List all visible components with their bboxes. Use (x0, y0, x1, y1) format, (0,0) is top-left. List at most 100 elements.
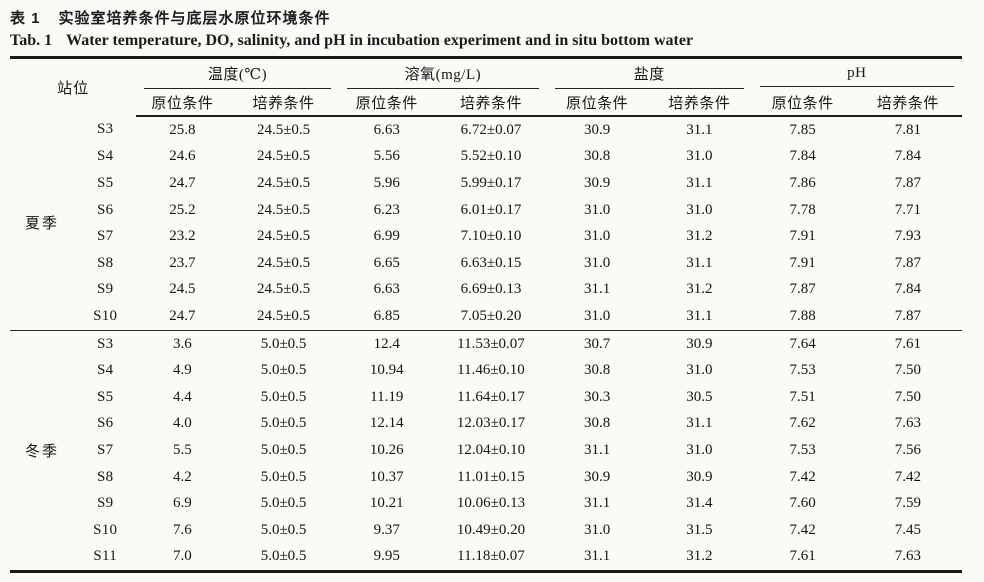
column-group-temperature-label: 温度(℃) (144, 60, 331, 89)
value-cell: 5.52±0.10 (460, 148, 522, 165)
table-row: 夏季 S3 25.8 24.5±0.5 6.63 6.72±0.07 30.9 31.1 7.8… (10, 116, 962, 232)
value-cell: 23.2 (169, 228, 196, 245)
value-cell: 30.8 (584, 415, 611, 432)
value-cell: 7.84 (894, 148, 921, 165)
value-cell: 30.9 (584, 468, 611, 485)
value-cell: 7.61 (853, 329, 962, 358)
subheader-ph-in-situ: 原位条件 (751, 89, 854, 117)
value-cell: 24.5±0.5 (256, 174, 311, 191)
value-cell: 31.2 (686, 281, 713, 298)
value-cell: 31.0 (686, 441, 713, 458)
value-cell: 31.1 (686, 415, 713, 432)
value-cell: 12.03±0.17 (456, 415, 526, 432)
value-cell: 24.5±0.5 (256, 254, 311, 271)
value-cell: 7.84 (789, 148, 816, 165)
value-cell: 30.9 (686, 468, 713, 485)
value-cell: 5.0±0.5 (260, 415, 307, 432)
value-cell: 24.5 (169, 281, 196, 298)
value-cell: 24.5±0.5 (256, 121, 311, 138)
column-group-salinity: 盐度 (547, 58, 751, 90)
value-cell: 7.56 (894, 441, 921, 458)
subheader-salinity-in-situ: 原位条件 (547, 89, 648, 117)
value-cell: 31.1 (686, 174, 713, 191)
value-cell: 9.37 (373, 521, 400, 538)
station-cell: S10 (93, 307, 118, 324)
station-cell: S6 (96, 201, 114, 218)
value-cell: 11.46±0.10 (457, 362, 525, 379)
station-cell: S4 (96, 148, 114, 165)
value-cell: 31.2 (686, 228, 713, 245)
value-cell: 7.87 (789, 281, 816, 298)
station-cell: S7 (96, 441, 114, 458)
value-cell: 7.81 (894, 121, 921, 138)
column-group-ph: pH (752, 58, 963, 90)
value-cell: 6.72±0.07 (460, 121, 522, 138)
value-cell: 5.0±0.5 (260, 548, 307, 565)
value-cell: 31.1 (584, 548, 611, 565)
value-cell: 12.04±0.10 (456, 441, 526, 458)
season-cell: 夏季 (25, 216, 60, 233)
value-cell: 30.8 (584, 362, 611, 379)
table-row: S4 24.6 24.5±0.5 5.56 5.52±0.10 30.8 31.0 7.84 7… (10, 144, 962, 171)
table-caption-en-title: Water temperature, DO, salinity, and pH … (66, 32, 694, 49)
value-cell: 31.0 (584, 201, 611, 218)
value-cell: 11.64±0.17 (457, 388, 525, 405)
station-cell: S8 (96, 254, 114, 271)
table-caption-en: Tab. 1 Water temperature, DO, salinity, a… (0, 28, 984, 56)
value-cell: 30.5 (686, 388, 713, 405)
value-cell: 10.06±0.13 (456, 495, 526, 512)
value-cell: 5.99±0.17 (460, 174, 522, 191)
value-cell: 6.65 (373, 254, 400, 271)
value-cell: 24.5±0.5 (256, 281, 311, 298)
value-cell: 6.99 (373, 228, 400, 245)
value-cell: 5.0±0.5 (260, 495, 307, 512)
value-cell: 10.94 (369, 362, 404, 379)
value-cell: 6.85 (373, 307, 400, 324)
value-cell: 6.9 (172, 495, 192, 512)
table-row: S9 6.9 5.0±0.5 10.21 10.06±0.13 31.1 31.4 7.60 7… (10, 490, 962, 517)
value-cell: 7.71 (894, 201, 921, 218)
value-cell: 31.0 (686, 201, 713, 218)
value-cell: 10.49±0.20 (456, 521, 526, 538)
station-cell: S8 (96, 468, 114, 485)
value-cell: 5.56 (373, 148, 400, 165)
value-cell: 11.18±0.07 (457, 548, 525, 565)
station-cell: S5 (96, 174, 114, 191)
value-cell: 7.87 (894, 307, 921, 324)
value-cell: 24.5±0.5 (256, 228, 311, 245)
subheader-temp-in-situ: 原位条件 (136, 89, 229, 117)
value-cell: 7.0 (172, 548, 192, 565)
station-cell: S10 (93, 521, 118, 538)
value-cell: 7.42 (789, 468, 816, 485)
value-cell: 7.50 (894, 362, 921, 379)
table-row: S11 7.0 5.0±0.5 9.95 11.18±0.07 31.1 31.2 7.61 7… (10, 544, 962, 572)
column-header-station: 站位 (57, 81, 90, 97)
subheader-do-incubation: 培养条件 (434, 89, 548, 117)
value-cell: 12.4 (338, 329, 435, 358)
value-cell: 5.0±0.5 (260, 468, 307, 485)
value-cell: 24.6 (169, 148, 196, 165)
value-cell: 7.87 (894, 174, 921, 191)
value-cell: 7.10±0.10 (460, 228, 522, 245)
table-body: 夏季 S3 25.8 24.5±0.5 6.63 6.72±0.07 30.9 31.1 7.8… (10, 116, 962, 572)
subheader-do-in-situ: 原位条件 (338, 89, 435, 117)
value-cell: 4.9 (172, 362, 192, 379)
value-cell: 31.1 (584, 441, 611, 458)
table-row: S5 24.7 24.5±0.5 5.96 5.99±0.17 30.9 31.1 7.86 7… (10, 170, 962, 197)
value-cell: 7.64 (751, 329, 854, 358)
value-cell: 4.2 (172, 468, 192, 485)
column-group-temperature: 温度(℃) (136, 58, 338, 90)
value-cell: 7.85 (789, 121, 816, 138)
value-cell: 31.5 (686, 521, 713, 538)
value-cell: 7.05±0.20 (460, 307, 522, 324)
value-cell: 6.63 (373, 281, 400, 298)
table-row: S10 7.6 5.0±0.5 9.37 10.49±0.20 31.0 31.5 7.42 7… (10, 517, 962, 544)
value-cell: 5.0±0.5 (228, 329, 339, 358)
value-cell: 10.37 (369, 468, 404, 485)
column-group-salinity-label: 盐度 (555, 60, 744, 89)
value-cell: 31.1 (686, 121, 713, 138)
table-header: 站位 温度(℃) 溶氧(mg/L) 盐度 pH 原位条件 培养条件 原位条件 培… (10, 58, 962, 117)
value-cell: 7.50 (894, 388, 921, 405)
season-cell: 冬季 (10, 329, 75, 572)
